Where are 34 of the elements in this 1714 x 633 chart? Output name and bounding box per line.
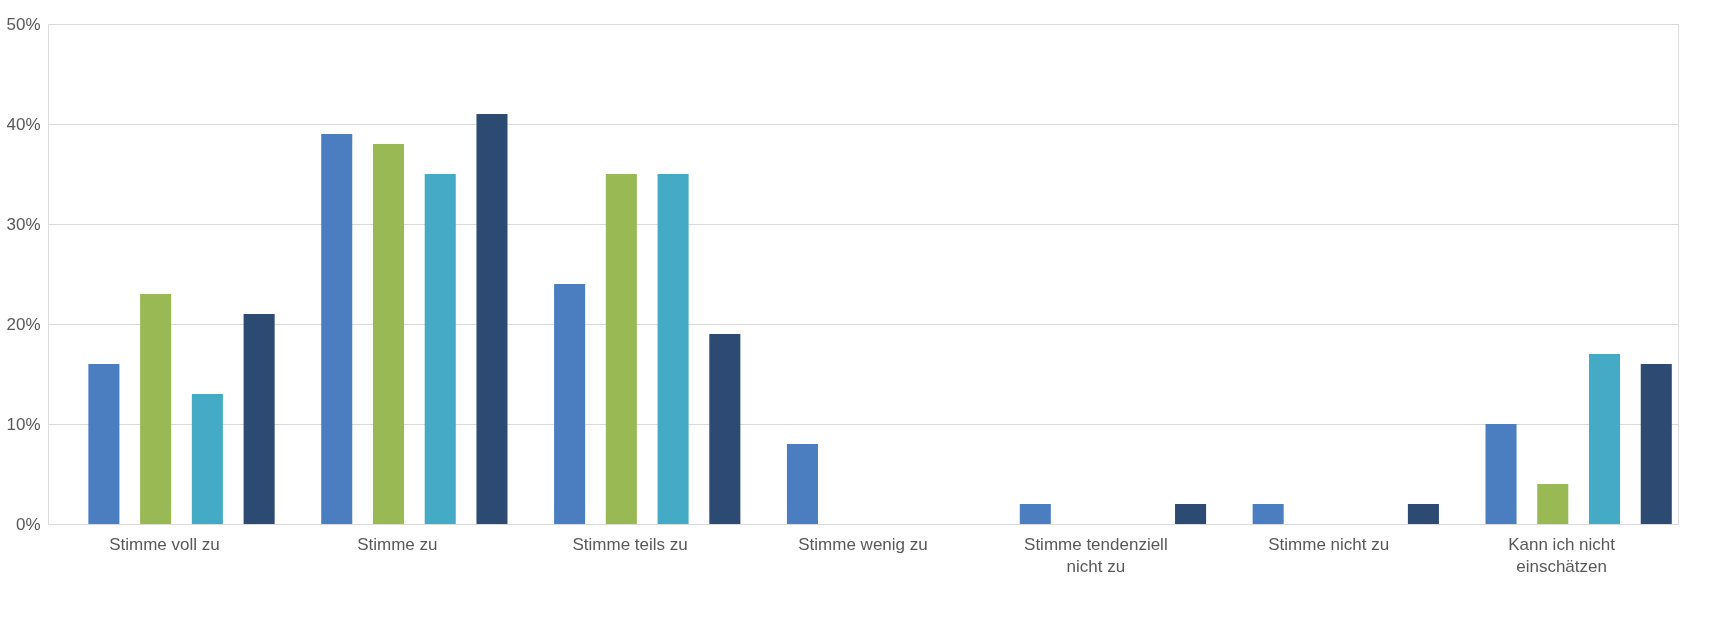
bar	[372, 144, 405, 524]
bar	[1640, 364, 1672, 524]
bar	[243, 314, 275, 524]
bar	[476, 114, 508, 524]
y-tick-label: 20%	[6, 314, 41, 334]
bar	[140, 294, 172, 524]
bar	[786, 444, 818, 524]
bar	[1407, 504, 1439, 524]
x-tick-label: Stimme voll zu	[109, 534, 220, 554]
y-tick-label: 50%	[6, 14, 41, 34]
bar	[424, 174, 456, 524]
bar	[554, 284, 586, 524]
bar	[1589, 354, 1621, 524]
bar	[709, 334, 741, 524]
y-tick-label: 0%	[15, 514, 41, 534]
bar	[1175, 504, 1207, 524]
x-tick-label: Kann ich nicht einschätzen	[1508, 534, 1616, 576]
y-tick-label: 30%	[6, 214, 41, 234]
bar	[1537, 484, 1569, 524]
y-tick-label: 10%	[6, 414, 41, 434]
bar	[191, 394, 223, 524]
x-tick-label: Stimme teils zu	[572, 534, 688, 554]
bar	[657, 174, 689, 524]
x-tick-label: Stimme wenig zu	[798, 534, 928, 554]
bar	[1252, 504, 1284, 524]
x-tick-label: Stimme nicht zu	[1268, 534, 1390, 554]
bar	[321, 134, 353, 524]
x-tick-label: Stimme tendenziell nicht zu	[1024, 534, 1168, 576]
bar	[1019, 504, 1051, 524]
x-tick-label: Stimme zu	[357, 534, 438, 554]
y-tick-label: 40%	[6, 114, 41, 134]
bar	[605, 174, 637, 524]
bar	[1485, 424, 1517, 524]
bar	[88, 364, 120, 524]
